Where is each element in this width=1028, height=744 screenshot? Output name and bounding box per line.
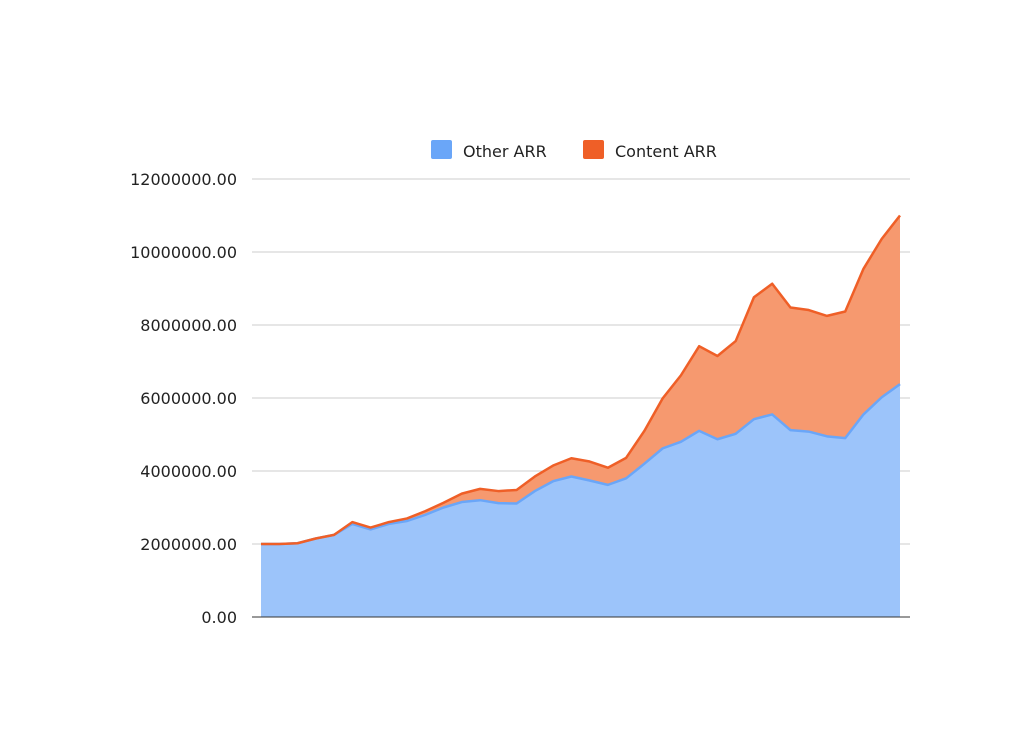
y-tick-label: 8000000.00 bbox=[140, 316, 237, 335]
y-tick-label: 6000000.00 bbox=[140, 389, 237, 408]
legend-label-content-arr: Content ARR bbox=[615, 142, 717, 161]
y-tick-label: 2000000.00 bbox=[140, 535, 237, 554]
area-other-arr bbox=[261, 384, 900, 617]
plot-area bbox=[261, 214, 901, 617]
legend-swatch-other-arr bbox=[431, 140, 452, 159]
legend-swatch-content-arr bbox=[583, 140, 604, 159]
legend-item-content-arr: Content ARR bbox=[583, 140, 717, 161]
legend-label-other-arr: Other ARR bbox=[463, 142, 547, 161]
y-tick-label: 10000000.00 bbox=[130, 243, 237, 262]
y-tick-label: 0.00 bbox=[201, 608, 237, 627]
legend: Other ARR Content ARR bbox=[431, 140, 717, 161]
y-axis: 0.00 2000000.00 4000000.00 6000000.00 800000… bbox=[130, 170, 237, 627]
y-tick-label: 4000000.00 bbox=[140, 462, 237, 481]
legend-item-other-arr: Other ARR bbox=[431, 140, 547, 161]
line-content-arr bbox=[261, 214, 901, 546]
y-tick-label: 12000000.00 bbox=[130, 170, 237, 189]
line-other-arr bbox=[261, 383, 901, 546]
